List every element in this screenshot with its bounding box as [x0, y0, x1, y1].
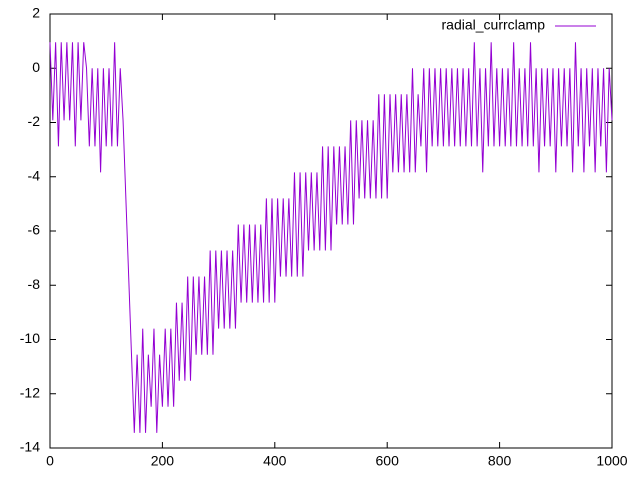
- x-tick-label: 200: [151, 453, 175, 469]
- y-tick-label: -4: [28, 167, 41, 183]
- y-tick-label: -8: [28, 276, 41, 292]
- y-tick-label: -10: [20, 330, 40, 346]
- y-tick-label: -12: [20, 384, 40, 400]
- y-tick-label: -6: [28, 222, 41, 238]
- x-tick-label: 800: [488, 453, 512, 469]
- data-line: [49, 42, 613, 433]
- y-tick-label: 0: [32, 59, 40, 75]
- y-tick-label: -14: [20, 439, 40, 455]
- y-tick-label: 2: [32, 5, 40, 21]
- x-tick-label: 1000: [596, 453, 627, 469]
- plot-frame: [49, 13, 613, 449]
- x-tick-label: 400: [263, 453, 287, 469]
- x-tick-label: 0: [46, 453, 54, 469]
- legend-label: radial_currclamp: [442, 17, 546, 33]
- y-tick-label: -2: [28, 113, 41, 129]
- x-tick-label: 600: [376, 453, 400, 469]
